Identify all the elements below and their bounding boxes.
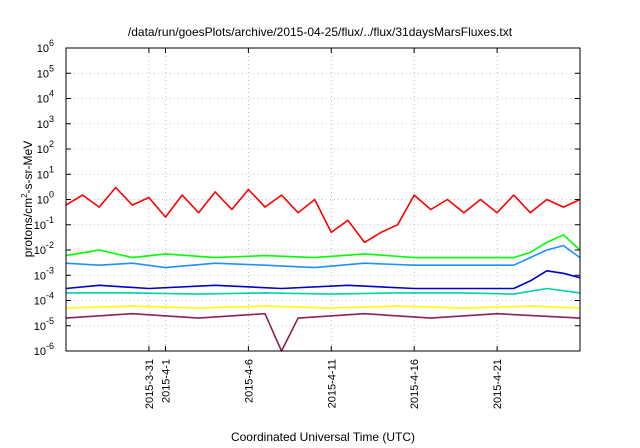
y-tick-label: 100 [37,190,54,207]
y-tick-label: 10-4 [34,291,54,308]
y-axis: 10-6 10-5 10-4 10-3 10-2 10-1 100 101 102 103 104 1… [34,38,580,358]
y-tick-label: 10-5 [34,316,54,333]
x-tick-label: 2015-4-1 [160,359,172,403]
series-lines [65,186,581,352]
y-tick-label: 104 [37,89,54,106]
x-tick-label: 2015-3-31 [144,359,156,409]
y-tick-label: 101 [37,164,54,181]
y-tick-label: 10-2 [34,240,54,257]
y-tick-label: 103 [37,114,54,131]
series-line [65,244,581,269]
series-line [65,186,581,244]
y-tick-label: 10-1 [34,215,54,232]
chart-title: /data/run/goesPlots/archive/2015-04-25/f… [128,25,513,39]
y-tick-label: 106 [37,38,54,55]
x-tick-label: 2015-4-6 [243,359,255,403]
series-line [65,305,581,309]
series-line [65,270,581,290]
x-axis: 2015-3-31 2015-4-1 2015-4-6 2015-4-11 2015-4… [144,48,504,409]
y-tick-label: 10-3 [34,265,54,282]
x-tick-label: 2015-4-21 [492,359,504,409]
x-axis-label: Coordinated Universal Time (UTC) [231,430,415,444]
y-axis-label: protons/cm2-s-sr-MeV [20,141,35,257]
series-line [65,312,581,352]
series-line [66,287,581,295]
x-tick-label: 2015-4-11 [326,359,338,408]
x-tick-label: 2015-4-16 [409,359,421,409]
y-tick-label: 102 [37,139,54,156]
series-line [65,234,581,259]
y-tick-label: 105 [37,63,54,80]
y-tick-label: 10-6 [34,341,54,358]
